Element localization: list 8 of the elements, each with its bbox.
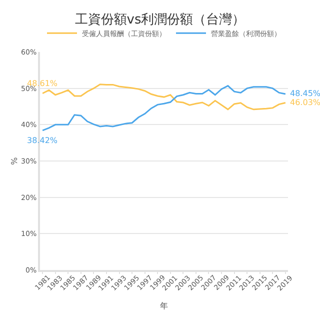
- y-axis-title: %: [10, 156, 20, 165]
- chart-title: 工資份額vs利潤份額（台灣）: [74, 12, 246, 28]
- data-label: 38.42%: [27, 136, 58, 145]
- data-label: 48.61%: [27, 79, 58, 88]
- x-axis-title: 年: [160, 302, 168, 311]
- data-label: 48.45%: [290, 89, 320, 98]
- line-series: [42, 85, 286, 132]
- data-label: 46.03%: [290, 98, 320, 107]
